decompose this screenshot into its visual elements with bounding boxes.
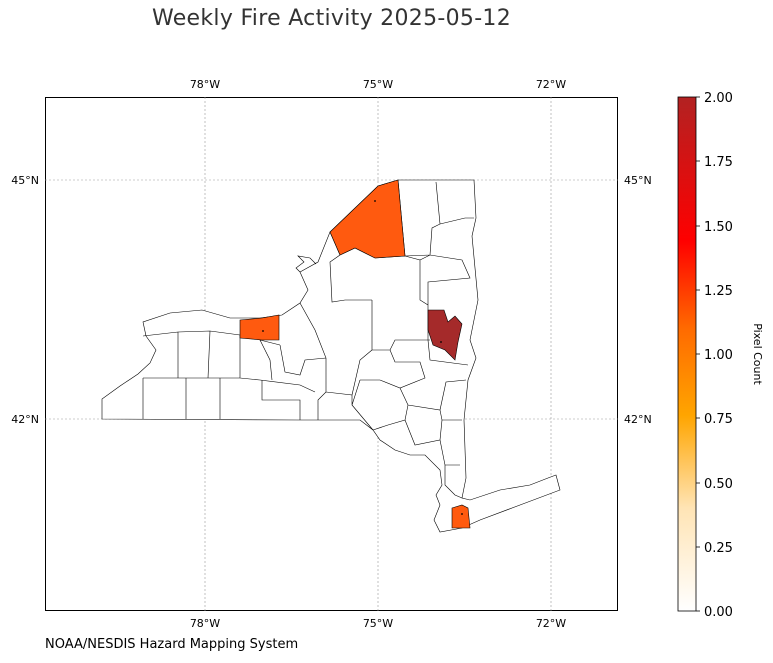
colorbar-ticks [696, 96, 700, 612]
latitude-ticks-right: 45°N 42°N [624, 174, 652, 426]
county-albany [427, 309, 463, 361]
fire-points [262, 200, 463, 515]
fire-point [440, 341, 442, 343]
colorbar-tick-label: 0.75 [704, 412, 733, 427]
tick-label: 78°W [190, 78, 220, 91]
colorbar-tick-label: 0.00 [704, 605, 733, 620]
county-st-lawrence [329, 179, 406, 259]
tick-label: 45°N [624, 174, 652, 187]
longitude-ticks-bottom: 78°W 75°W 72°W [190, 617, 566, 630]
tick-label: 78°W [190, 617, 220, 630]
colorbar-tick-label: 0.25 [704, 541, 733, 556]
colorbar-label: Pixel Count [751, 323, 764, 385]
colorbar-tick-label: 1.00 [704, 348, 733, 363]
state-map [101, 179, 561, 533]
source-credit: NOAA/NESDIS Hazard Mapping System [45, 637, 299, 652]
tick-label: 42°N [624, 413, 652, 426]
fire-point [374, 200, 376, 202]
tick-label: 42°N [11, 413, 39, 426]
tick-label: 72°W [536, 78, 566, 91]
tick-label: 75°W [363, 617, 393, 630]
colorbar-gradient [677, 96, 697, 612]
fire-point [262, 330, 264, 332]
map-title: Weekly Fire Activity 2025-05-12 [151, 6, 512, 31]
longitude-ticks-top: 78°W 75°W 72°W [190, 78, 566, 91]
colorbar: 0.00 0.25 0.50 0.75 1.00 1.25 1.50 1.75 … [677, 91, 764, 620]
shoreline-detail [295, 255, 317, 273]
colorbar-tick-label: 1.50 [704, 220, 733, 235]
colorbar-tick-label: 1.25 [704, 284, 733, 299]
state-outline [101, 179, 561, 533]
county-suffolk [451, 504, 471, 529]
colorbar-tick-labels: 0.00 0.25 0.50 0.75 1.00 1.25 1.50 1.75 … [704, 91, 733, 620]
county-monroe [239, 314, 280, 341]
tick-label: 75°W [363, 78, 393, 91]
colorbar-tick-label: 2.00 [704, 91, 733, 106]
colorbar-tick-label: 1.75 [704, 155, 733, 170]
colorbar-tick-label: 0.50 [704, 477, 733, 492]
fire-point [461, 513, 463, 515]
fire-counties [239, 179, 471, 529]
latitude-ticks-left: 45°N 42°N [11, 174, 39, 426]
tick-label: 72°W [536, 617, 566, 630]
tick-label: 45°N [11, 174, 39, 187]
